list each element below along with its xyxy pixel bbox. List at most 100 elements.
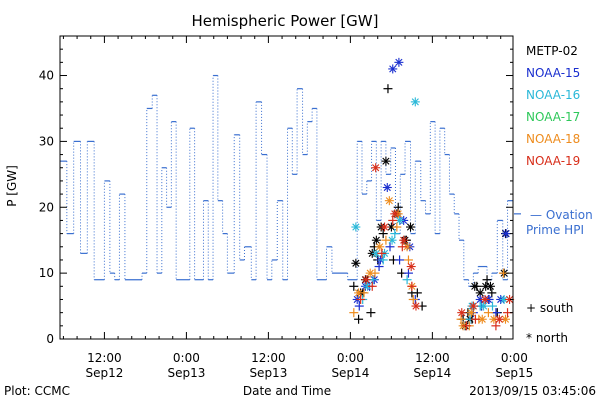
noaa-16-north-point bbox=[410, 97, 420, 107]
noaa-15-south-point bbox=[385, 242, 395, 252]
noaa-19-south-point bbox=[356, 294, 366, 304]
noaa-18-north-point bbox=[477, 314, 487, 324]
noaa-18-south-point bbox=[381, 235, 391, 245]
legend-entry: NOAA-19 bbox=[526, 154, 580, 168]
legend: METP-02 NOAA-15 NOAA-16 NOAA-17 NOAA-18 NOAA-… bbox=[526, 44, 580, 168]
legend-entry: NOAA-17 bbox=[526, 110, 580, 124]
x-axis-label: Date and Time bbox=[243, 384, 331, 398]
y-tick-label: 30 bbox=[39, 134, 54, 148]
noaa-16-north-point bbox=[351, 222, 361, 232]
metp-02-north-point bbox=[406, 222, 416, 232]
ovation-legend-line1: — Ovation bbox=[530, 208, 593, 222]
noaa-18-south-point bbox=[403, 255, 413, 265]
noaa-19-south-point bbox=[397, 242, 407, 252]
noaa-19-north-point bbox=[494, 314, 504, 324]
y-tick-label: 10 bbox=[39, 266, 54, 280]
noaa-15-north-point bbox=[388, 64, 398, 74]
metp-02-north-point bbox=[371, 235, 381, 245]
noaa-19-north-point bbox=[361, 275, 371, 285]
y-tick-label: 40 bbox=[39, 69, 54, 83]
noaa-19-north-point bbox=[468, 301, 478, 311]
plot-credit: Plot: CCMC bbox=[4, 384, 70, 398]
legend-entry: NOAA-18 bbox=[526, 132, 580, 146]
noaa-16-south-point bbox=[378, 255, 388, 265]
plot-timestamp: 2013/09/15 03:45:06 bbox=[469, 384, 596, 398]
x-tick-time: 0:00 bbox=[501, 351, 528, 365]
noaa-15-north-point bbox=[501, 229, 511, 239]
noaa-18-north-point bbox=[466, 308, 476, 318]
noaa-18-north-point bbox=[354, 288, 364, 298]
satellite-series bbox=[349, 57, 515, 331]
metp-02-south-point bbox=[482, 275, 492, 285]
x-tick-date: Sep13 bbox=[249, 366, 287, 380]
noaa-18-south-point bbox=[456, 314, 466, 324]
noaa-15-south-point bbox=[395, 255, 405, 265]
ovation-legend-line2: Prime HPI bbox=[526, 223, 584, 237]
noaa-19-north-point bbox=[457, 308, 467, 318]
noaa-19-south-point bbox=[462, 321, 472, 331]
noaa-19-north-point bbox=[406, 262, 416, 272]
noaa-19-south-point bbox=[470, 314, 480, 324]
north-symbol-key: * north bbox=[526, 331, 568, 345]
noaa-16-south-point bbox=[390, 229, 400, 239]
metp-02-south-point bbox=[354, 314, 364, 324]
noaa-18-south-point bbox=[483, 308, 493, 318]
x-tick-time: 12:00 bbox=[415, 351, 450, 365]
x-tick-time: 0:00 bbox=[337, 351, 364, 365]
ovation-prime-series bbox=[60, 74, 514, 287]
x-tick-time: 0:00 bbox=[173, 351, 200, 365]
noaa-18-south-point bbox=[349, 308, 359, 318]
noaa-18-south-point bbox=[392, 222, 402, 232]
noaa-19-north-point bbox=[371, 163, 381, 173]
metp-02-south-point bbox=[412, 288, 422, 298]
noaa-18-north-point bbox=[375, 242, 385, 252]
noaa-19-north-point bbox=[390, 209, 400, 219]
metp-02-south-point bbox=[366, 308, 376, 318]
noaa-16-north-point bbox=[479, 301, 489, 311]
x-tick-date: Sep14 bbox=[331, 366, 369, 380]
plot-frame bbox=[59, 35, 514, 340]
noaa-15-south-point bbox=[354, 301, 364, 311]
noaa-16-south-point bbox=[488, 301, 498, 311]
noaa-18-north-point bbox=[365, 268, 375, 278]
metp-02-south-point bbox=[349, 281, 359, 291]
metp-02-north-point bbox=[381, 156, 391, 166]
noaa-16-south-point bbox=[402, 275, 412, 285]
noaa-18-north-point bbox=[384, 196, 394, 206]
x-tick-date: Sep15 bbox=[495, 366, 533, 380]
south-symbol-key: + south bbox=[526, 301, 573, 315]
metp-02-north-point bbox=[470, 281, 480, 291]
noaa-19-north-point bbox=[480, 294, 490, 304]
y-axis-label: P [GW] bbox=[5, 165, 19, 207]
x-tick-time: 12:00 bbox=[87, 351, 122, 365]
noaa-19-north-point bbox=[380, 222, 390, 232]
legend-entry: NOAA-15 bbox=[526, 66, 580, 80]
noaa-19-north-point bbox=[399, 235, 409, 245]
noaa-15-south-point bbox=[491, 308, 501, 318]
axes: 01020304012:00Sep120:00Sep1312:00Sep130:… bbox=[39, 36, 533, 380]
metp-02-south-point bbox=[383, 84, 393, 94]
noaa-19-south-point bbox=[377, 248, 387, 258]
legend-entry: METP-02 bbox=[526, 44, 578, 58]
noaa-15-north-point bbox=[394, 57, 404, 67]
noaa-15-south-point bbox=[374, 262, 384, 272]
chart-title: Hemispheric Power [GW] bbox=[192, 12, 379, 30]
metp-02-south-point bbox=[487, 288, 497, 298]
legend-entry: NOAA-16 bbox=[526, 88, 580, 102]
metp-02-north-point bbox=[485, 281, 495, 291]
x-tick-time: 12:00 bbox=[251, 351, 286, 365]
noaa-19-south-point bbox=[367, 281, 377, 291]
noaa-15-south-point bbox=[403, 268, 413, 278]
noaa-15-north-point bbox=[382, 183, 392, 192]
x-tick-date: Sep12 bbox=[85, 366, 123, 380]
metp-02-south-point bbox=[378, 229, 388, 239]
noaa-19-north-point bbox=[411, 301, 421, 311]
y-tick-label: 20 bbox=[39, 200, 54, 214]
noaa-19-south-point bbox=[407, 281, 417, 291]
noaa-19-south-point bbox=[491, 321, 501, 331]
metp-02-north-point bbox=[351, 258, 361, 268]
y-tick-label: 0 bbox=[46, 332, 54, 346]
x-tick-date: Sep13 bbox=[167, 366, 205, 380]
